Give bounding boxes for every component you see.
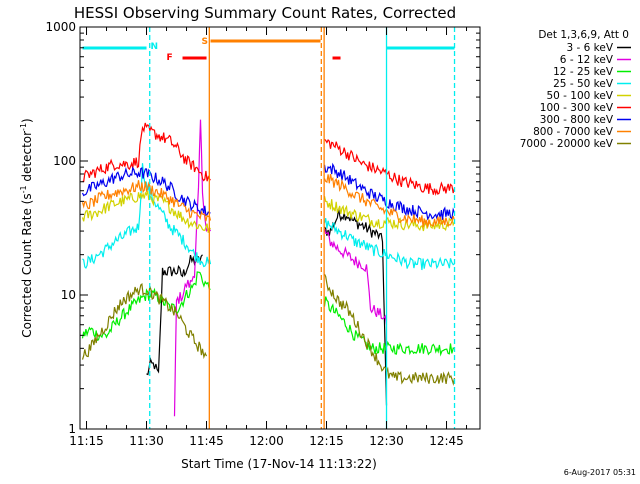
legend-label-0: 3 - 6 keV — [566, 42, 613, 54]
legend-label-5: 100 - 300 keV — [540, 102, 614, 114]
series-line-4-a — [81, 190, 211, 233]
series-line-5-a — [82, 122, 211, 183]
series-line-7-a — [81, 180, 212, 222]
series-line-1-b — [323, 228, 388, 325]
series-line-0-b — [324, 208, 388, 406]
series-line-3-a — [82, 163, 212, 270]
y-axis-label-pre: Corrected Count Rate (s — [20, 193, 34, 337]
y-tick-label-0: 1 — [68, 422, 76, 436]
x-tick-label-5: 12:30 — [369, 434, 404, 448]
legend-label-8: 7000 - 20000 keV — [520, 138, 614, 150]
series-line-8-b — [323, 273, 456, 386]
series-group — [81, 27, 456, 429]
x-tick-label-4: 12:15 — [309, 434, 344, 448]
x-tick-label-2: 11:45 — [189, 434, 224, 448]
legend-header: Det 1,3,6,9, Att 0 — [538, 29, 629, 41]
y-axis-label-sup2: -1 — [19, 123, 28, 131]
series-line-7-b — [323, 173, 456, 228]
legend-label-6: 300 - 800 keV — [540, 114, 614, 126]
series-line-0-a — [146, 254, 203, 376]
annotation-s: S — [202, 37, 208, 47]
y-tick-label-2: 100 — [53, 154, 76, 168]
x-tick-label-0: 11:15 — [69, 434, 104, 448]
annotation-f: F — [167, 53, 173, 63]
x-tick-label-3: 12:00 — [249, 434, 284, 448]
y-axis-label-sup1: -1 — [19, 185, 28, 193]
y-axis-label-post: ) — [20, 118, 34, 123]
legend-label-7: 800 - 7000 keV — [533, 126, 614, 138]
legend-label-2: 12 - 25 keV — [553, 66, 614, 78]
plot-frame — [79, 26, 481, 430]
series-line-8-a — [81, 282, 208, 360]
plot-area: N S F — [81, 27, 456, 429]
legend-label-4: 50 - 100 keV — [546, 90, 613, 102]
legend-label-3: 25 - 50 keV — [553, 78, 614, 90]
x-axis-label: Start Time (17-Nov-14 11:13:22) — [181, 457, 377, 471]
axes: 11:15 11:30 11:45 12:00 12:15 12:30 12:45 1 10 10… — [45, 20, 481, 448]
y-axis-label-mid: detector — [20, 131, 34, 186]
series-line-6-b — [323, 162, 456, 221]
y-tick-label-3: 1000 — [45, 20, 76, 34]
y-tick-label-1: 10 — [61, 288, 76, 302]
series-line-5-b — [324, 138, 456, 197]
y-axis-label: Corrected Count Rate (s-1 detector-1) — [19, 118, 34, 337]
x-tick-label-1: 11:30 — [129, 434, 164, 448]
x-tick-label-6: 12:45 — [429, 434, 464, 448]
annotation-n: N — [151, 42, 159, 52]
legend-label-1: 6 - 12 keV — [560, 54, 614, 66]
chart-title: HESSI Observing Summary Count Rates, Cor… — [74, 4, 456, 22]
series-line-3-b — [323, 218, 455, 271]
footer-date: 6-Aug-2017 05:31 — [564, 468, 636, 477]
series-line-6-a — [81, 166, 211, 217]
